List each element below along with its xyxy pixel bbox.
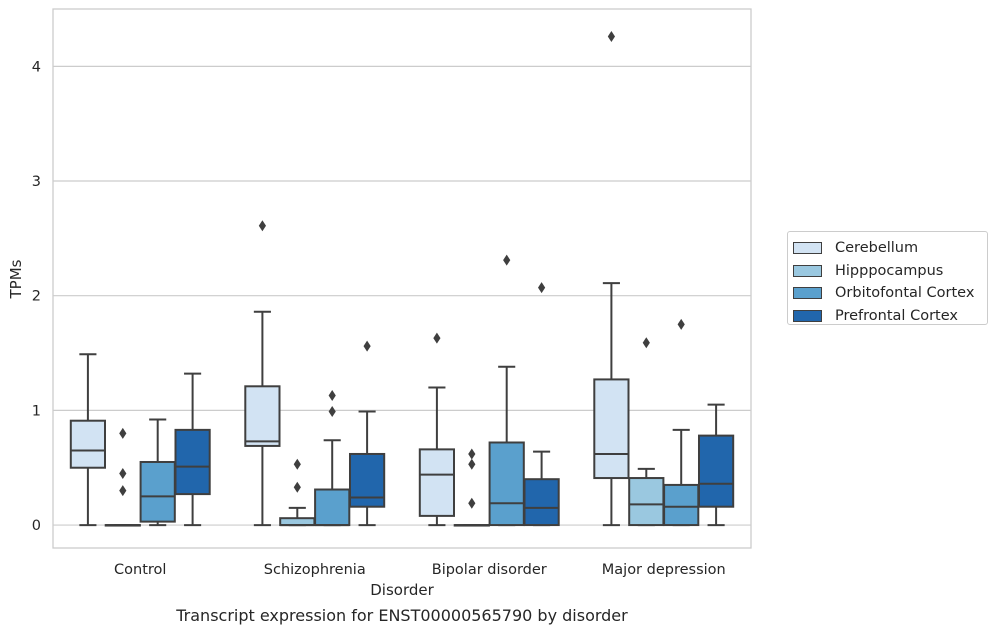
boxes-layer bbox=[69, 31, 735, 527]
box-0-1 bbox=[244, 220, 281, 527]
legend-swatch bbox=[793, 309, 822, 322]
box-2-2 bbox=[488, 254, 525, 527]
box bbox=[279, 517, 316, 527]
box-2-1 bbox=[314, 389, 351, 527]
outlier-point bbox=[119, 427, 127, 439]
x-tick-label: Major depression bbox=[602, 562, 726, 578]
y-tick-label: 1 bbox=[32, 403, 41, 419]
outlier-point bbox=[607, 31, 615, 43]
box bbox=[663, 483, 700, 527]
box bbox=[244, 385, 281, 447]
box bbox=[348, 452, 386, 508]
box bbox=[139, 460, 176, 523]
legend-swatch bbox=[793, 242, 822, 255]
legend-item-cerebellum: Cerebellum bbox=[793, 237, 987, 260]
chart-caption: Transcript expression for ENST0000056579… bbox=[176, 606, 628, 625]
legend-swatch bbox=[793, 287, 822, 300]
outlier-point bbox=[258, 220, 266, 232]
outlier-point bbox=[328, 406, 336, 418]
outlier-point bbox=[538, 282, 546, 294]
box-3-3 bbox=[697, 403, 735, 527]
y-tick-label: 3 bbox=[32, 174, 41, 190]
outlier-point bbox=[433, 332, 441, 344]
x-tick-labels: Control Schizophrenia Bipolar disorder Majo… bbox=[114, 562, 726, 578]
legend-label: Hipppocampus bbox=[835, 262, 944, 279]
plot-frame bbox=[52, 8, 752, 549]
legend-swatch bbox=[793, 264, 822, 277]
box bbox=[418, 448, 456, 517]
y-tick-label: 2 bbox=[32, 289, 41, 305]
outlier-point bbox=[468, 497, 476, 509]
box-0-3 bbox=[593, 31, 630, 527]
box-0-0 bbox=[69, 353, 107, 527]
y-axis-label: TPMs bbox=[7, 259, 25, 299]
outlier-point bbox=[677, 318, 685, 330]
box bbox=[697, 434, 735, 508]
legend-item-hippocampus: Hipppocampus bbox=[793, 260, 987, 283]
legend: Cerebellum Hipppocampus Orbitofontal Cor… bbox=[787, 231, 988, 325]
box-3-2 bbox=[523, 282, 560, 527]
box bbox=[69, 419, 107, 469]
outlier-point bbox=[293, 481, 301, 493]
box-3-0 bbox=[174, 372, 211, 527]
y-tick-label: 0 bbox=[32, 518, 41, 534]
legend-label: Prefrontal Cortex bbox=[835, 307, 958, 324]
box-2-3 bbox=[663, 318, 700, 527]
box bbox=[593, 378, 630, 480]
y-tick-labels: 0 1 2 3 4 bbox=[32, 59, 41, 534]
outlier-point bbox=[293, 458, 301, 470]
legend-item-prefrontal-cortex: Prefrontal Cortex bbox=[793, 305, 987, 328]
x-tick-label: Bipolar disorder bbox=[432, 562, 547, 578]
box-2-0 bbox=[139, 418, 176, 527]
outlier-point bbox=[119, 467, 127, 479]
legend-label: Cerebellum bbox=[835, 240, 919, 257]
outlier-point bbox=[328, 389, 336, 401]
x-tick-label: Schizophrenia bbox=[264, 562, 366, 578]
outlier-point bbox=[642, 337, 650, 349]
box-3-1 bbox=[348, 340, 386, 527]
outlier-point bbox=[363, 340, 371, 352]
box bbox=[174, 428, 211, 496]
x-axis-label: Disorder bbox=[370, 581, 434, 599]
box bbox=[488, 441, 525, 527]
box-1-2 bbox=[453, 448, 490, 527]
box bbox=[628, 477, 665, 527]
box bbox=[314, 488, 351, 527]
outlier-point bbox=[503, 254, 511, 266]
outlier-point bbox=[468, 448, 476, 460]
box-0-2 bbox=[418, 332, 456, 527]
outlier-point bbox=[468, 458, 476, 470]
box bbox=[523, 478, 560, 527]
box-1-0 bbox=[104, 427, 141, 527]
y-tick-label: 4 bbox=[32, 59, 41, 75]
box-1-3 bbox=[628, 337, 665, 527]
x-tick-label: Control bbox=[114, 562, 166, 578]
legend-item-orbitofrontal-cortex: Orbitofontal Cortex bbox=[793, 282, 987, 305]
legend-label: Orbitofontal Cortex bbox=[835, 285, 975, 302]
box-1-1 bbox=[279, 458, 316, 527]
outlier-point bbox=[119, 485, 127, 497]
